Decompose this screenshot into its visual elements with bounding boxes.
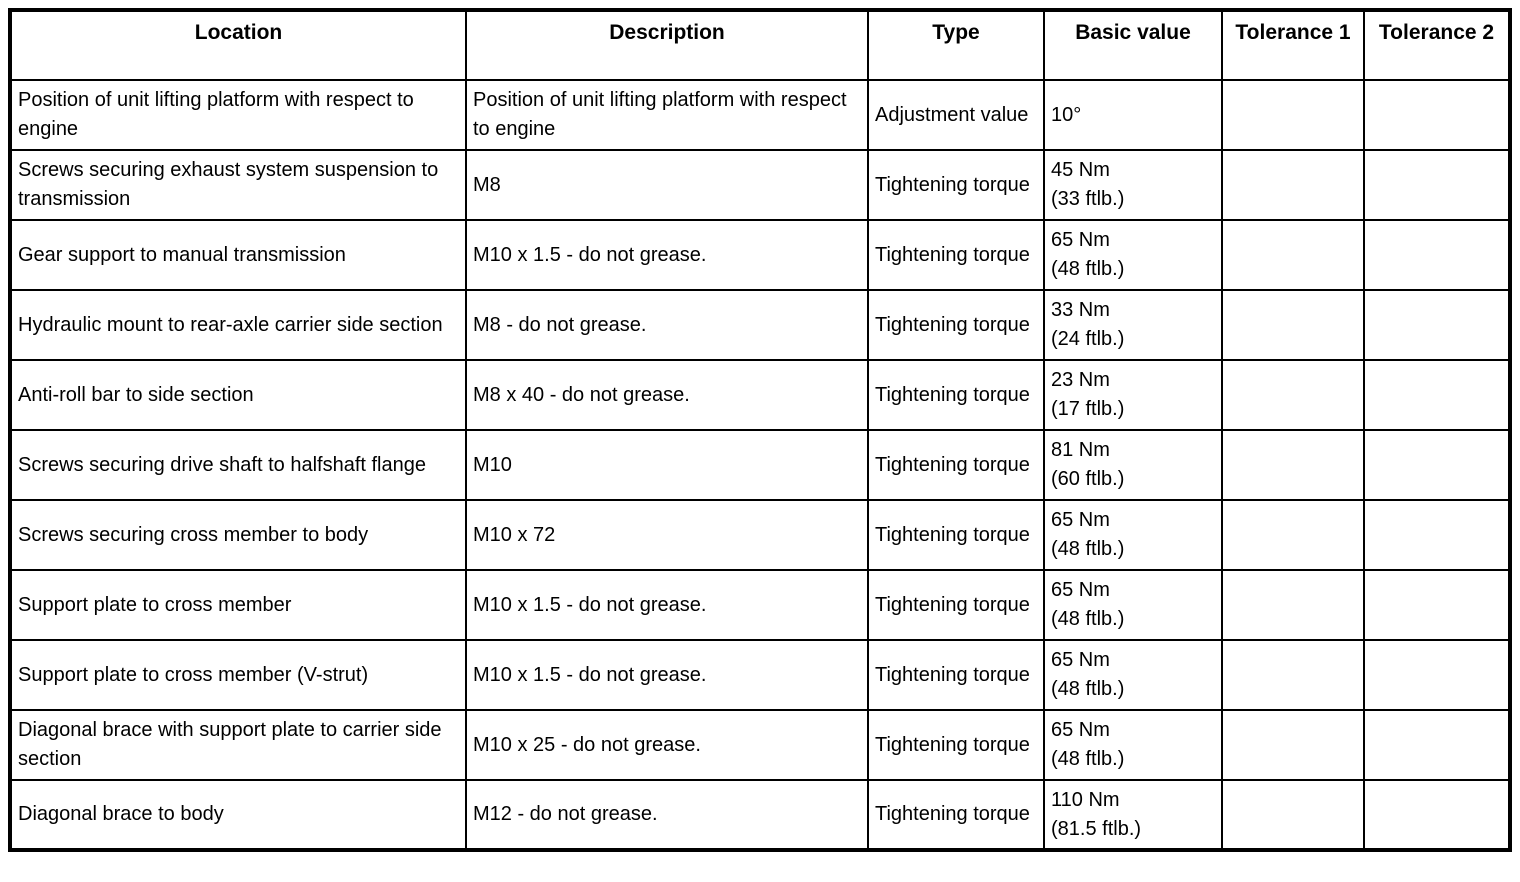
cell-location: Support plate to cross member (V-strut) [9,639,467,711]
cell-description: M10 x 1.5 - do not grease. [465,569,869,641]
cell-location: Screws securing cross member to body [9,499,467,571]
cell-type: Tightening torque [867,779,1045,851]
table-row: Screws securing exhaust system suspensio… [9,149,1511,221]
cell-basic-value: 65 Nm (48 ftlb.) [1043,709,1223,781]
cell-type: Adjustment value [867,79,1045,151]
header-location: Location [9,9,467,81]
cell-location: Screws securing exhaust system suspensio… [9,149,467,221]
cell-tolerance-2 [1363,499,1511,571]
header-basic-value: Basic value [1043,9,1223,81]
cell-basic-value: 65 Nm (48 ftlb.) [1043,219,1223,291]
cell-location: Support plate to cross member [9,569,467,641]
cell-type: Tightening torque [867,429,1045,501]
table-row: Support plate to cross member M10 x 1.5 … [9,569,1511,641]
cell-basic-value: 110 Nm (81.5 ftlb.) [1043,779,1223,851]
cell-description: M10 x 1.5 - do not grease. [465,219,869,291]
cell-type: Tightening torque [867,359,1045,431]
cell-tolerance-1 [1221,429,1365,501]
cell-description: M8 x 40 - do not grease. [465,359,869,431]
cell-tolerance-1 [1221,499,1365,571]
cell-tolerance-1 [1221,79,1365,151]
cell-tolerance-2 [1363,79,1511,151]
cell-tolerance-1 [1221,569,1365,641]
cell-description: M10 [465,429,869,501]
cell-description: M12 - do not grease. [465,779,869,851]
header-description: Description [465,9,869,81]
cell-description: Position of unit lifting platform with r… [465,79,869,151]
table-row: Diagonal brace to body M12 - do not grea… [9,779,1511,851]
cell-tolerance-2 [1363,219,1511,291]
cell-tolerance-2 [1363,429,1511,501]
table-header: Location Description Type Basic value To… [9,9,1511,81]
cell-type: Tightening torque [867,569,1045,641]
torque-spec-table: Location Description Type Basic value To… [8,8,1512,852]
cell-tolerance-2 [1363,569,1511,641]
header-tolerance-2: Tolerance 2 [1363,9,1511,81]
table-body: Position of unit lifting platform with r… [9,79,1511,851]
cell-tolerance-2 [1363,639,1511,711]
cell-basic-value: 10° [1043,79,1223,151]
table-row: Support plate to cross member (V-strut) … [9,639,1511,711]
cell-tolerance-1 [1221,709,1365,781]
cell-location: Screws securing drive shaft to halfshaft… [9,429,467,501]
table-row: Position of unit lifting platform with r… [9,79,1511,151]
cell-tolerance-2 [1363,359,1511,431]
table-row: Gear support to manual transmission M10 … [9,219,1511,291]
cell-description: M10 x 72 [465,499,869,571]
cell-basic-value: 23 Nm (17 ftlb.) [1043,359,1223,431]
cell-tolerance-1 [1221,359,1365,431]
cell-basic-value: 81 Nm (60 ftlb.) [1043,429,1223,501]
cell-type: Tightening torque [867,149,1045,221]
cell-tolerance-1 [1221,779,1365,851]
cell-type: Tightening torque [867,219,1045,291]
cell-tolerance-2 [1363,149,1511,221]
cell-location: Anti-roll bar to side section [9,359,467,431]
cell-type: Tightening torque [867,499,1045,571]
cell-description: M10 x 1.5 - do not grease. [465,639,869,711]
table-row: Anti-roll bar to side section M8 x 40 - … [9,359,1511,431]
cell-location: Diagonal brace to body [9,779,467,851]
cell-description: M8 [465,149,869,221]
cell-location: Hydraulic mount to rear-axle carrier sid… [9,289,467,361]
cell-location: Gear support to manual transmission [9,219,467,291]
cell-basic-value: 65 Nm (48 ftlb.) [1043,499,1223,571]
cell-tolerance-1 [1221,289,1365,361]
cell-tolerance-2 [1363,289,1511,361]
cell-type: Tightening torque [867,289,1045,361]
cell-location: Diagonal brace with support plate to car… [9,709,467,781]
table-row: Screws securing cross member to body M10… [9,499,1511,571]
cell-basic-value: 33 Nm (24 ftlb.) [1043,289,1223,361]
table-row: Hydraulic mount to rear-axle carrier sid… [9,289,1511,361]
table-row: Screws securing drive shaft to halfshaft… [9,429,1511,501]
cell-basic-value: 65 Nm (48 ftlb.) [1043,639,1223,711]
cell-type: Tightening torque [867,709,1045,781]
cell-type: Tightening torque [867,639,1045,711]
cell-tolerance-1 [1221,639,1365,711]
cell-description: M10 x 25 - do not grease. [465,709,869,781]
cell-tolerance-2 [1363,779,1511,851]
cell-tolerance-2 [1363,709,1511,781]
header-type: Type [867,9,1045,81]
header-tolerance-1: Tolerance 1 [1221,9,1365,81]
cell-tolerance-1 [1221,219,1365,291]
cell-location: Position of unit lifting platform with r… [9,79,467,151]
table-row: Diagonal brace with support plate to car… [9,709,1511,781]
cell-tolerance-1 [1221,149,1365,221]
header-row: Location Description Type Basic value To… [9,9,1511,81]
cell-basic-value: 65 Nm (48 ftlb.) [1043,569,1223,641]
cell-basic-value: 45 Nm (33 ftlb.) [1043,149,1223,221]
cell-description: M8 - do not grease. [465,289,869,361]
